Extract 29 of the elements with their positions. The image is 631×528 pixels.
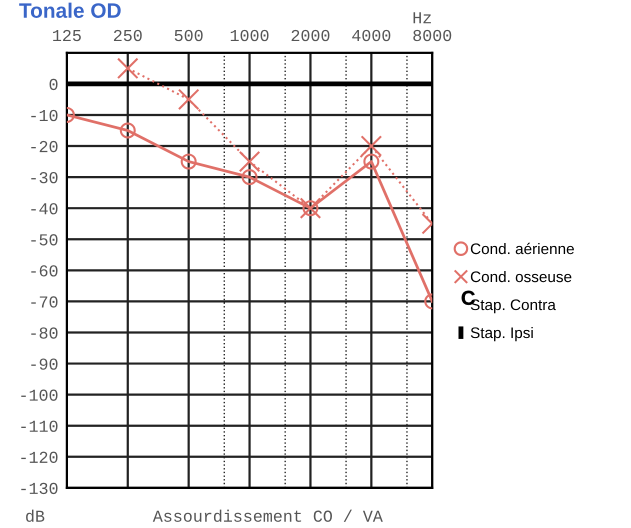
y-tick-label: -80 [31,327,58,339]
y-tick-label: -20 [31,140,58,152]
x-tick-label: 8000 [413,30,452,42]
y-tick-label: -60 [31,265,58,277]
y-tick-label: -10 [31,110,58,122]
legend-label: Cond. osseuse [470,270,572,282]
x-tick-label: 125 [53,30,81,42]
x-tick-label: 2000 [292,30,330,42]
y-tick-label: -50 [31,234,58,246]
legend-label: Stap. Contra [470,299,556,314]
x-tick-label: 1000 [230,30,269,42]
y-tick-label: 0 [50,78,58,90]
y-tick-label: -100 [21,390,58,401]
y-tick-label: -130 [21,482,58,494]
y-axis-title: dB [26,510,44,522]
y-tick-label: -110 [21,420,58,432]
y-tick-label: -30 [31,172,58,184]
legend-label: Stap. Ipsi [470,326,533,342]
legend-label: Cond. aérienne [470,242,574,254]
x-tick-label: 4000 [352,30,390,42]
x-tick-label: 500 [174,30,203,42]
y-tick-label: -40 [31,203,58,214]
x-tick-label: 250 [114,30,142,42]
y-tick-label: -120 [21,452,58,463]
chart-title: Tonale OD [19,2,121,18]
y-tick-label: -90 [31,358,58,370]
x-axis-title: Hz [414,12,431,24]
y-tick-label: -70 [31,296,58,308]
text: Assourdissement CO / VA [152,510,383,522]
